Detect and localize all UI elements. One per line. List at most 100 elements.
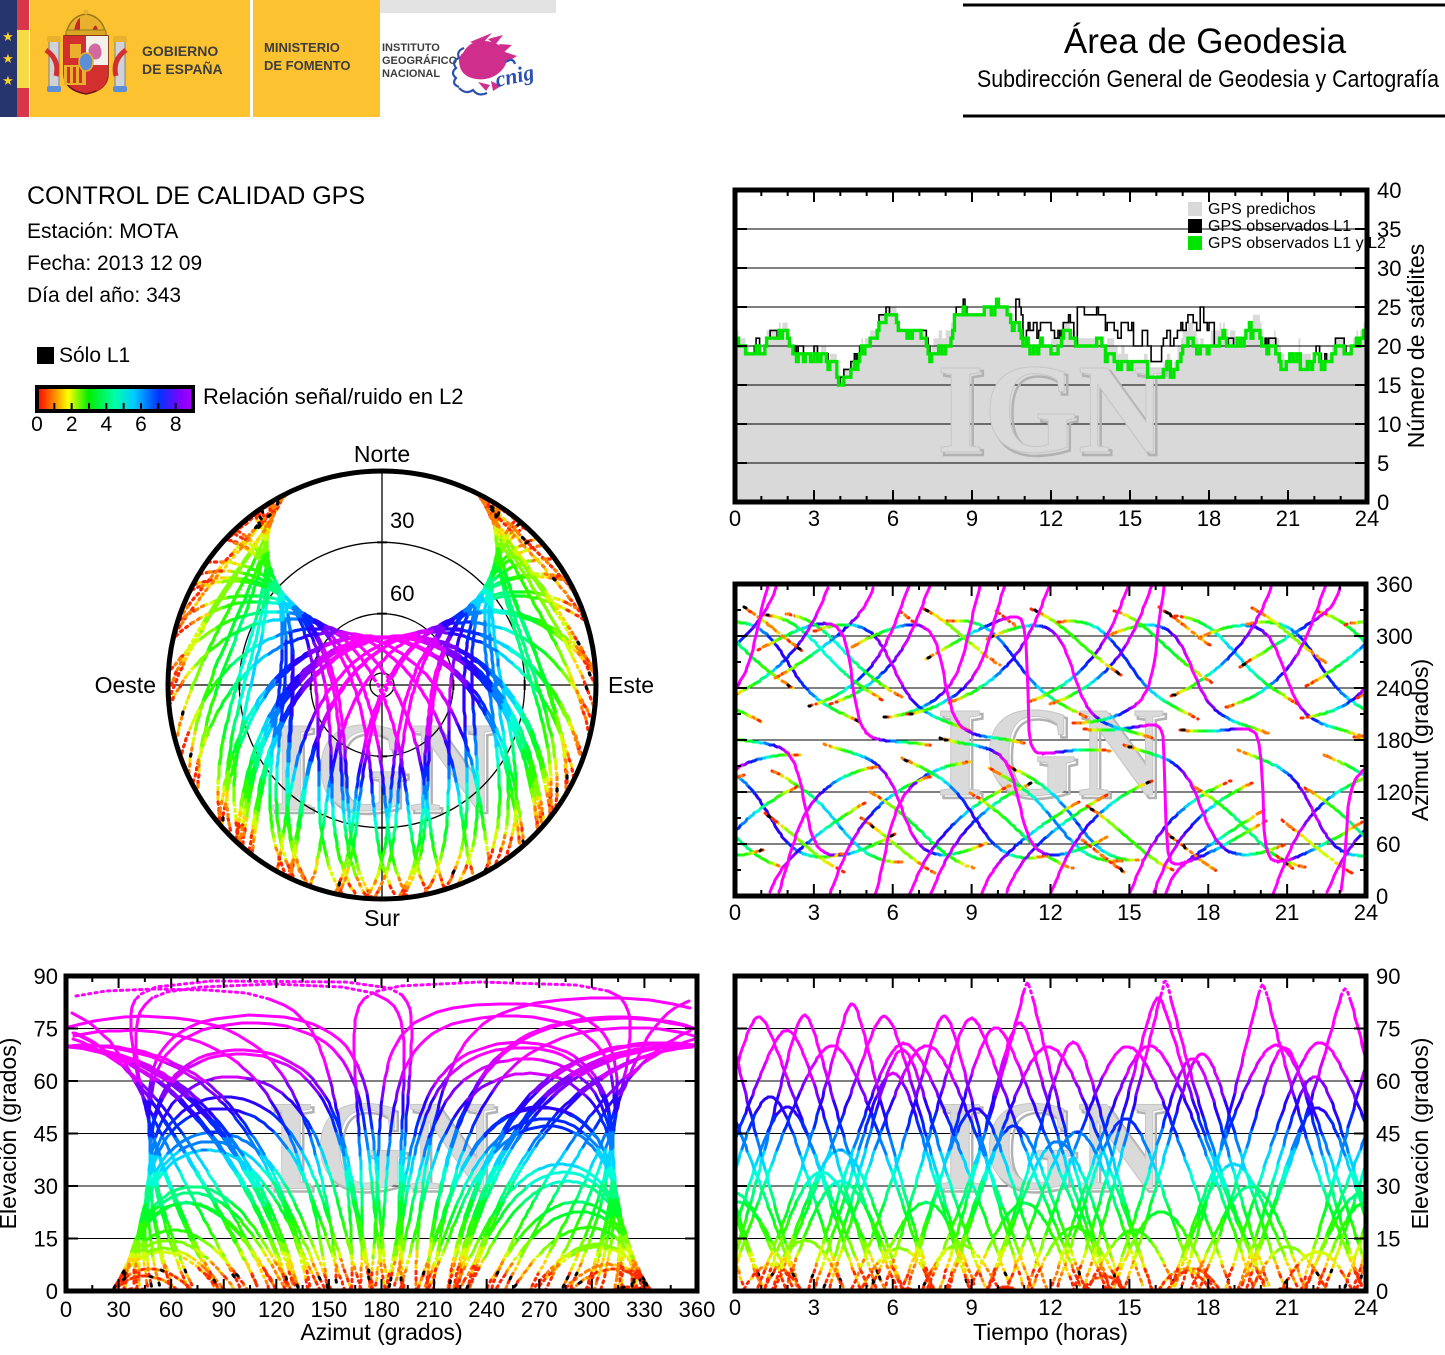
svg-text:10: 10 xyxy=(1377,412,1401,437)
svg-text:25: 25 xyxy=(1377,295,1401,320)
svg-text:75: 75 xyxy=(1376,1017,1400,1042)
svg-text:Oeste: Oeste xyxy=(95,672,156,698)
svg-text:Subdirección General de Geodes: Subdirección General de Geodesia y Carto… xyxy=(977,66,1440,93)
svg-text:GPS predichos: GPS predichos xyxy=(1208,201,1316,218)
svg-text:DE ESPAÑA: DE ESPAÑA xyxy=(142,60,223,77)
svg-text:Fecha: 2013 12 09: Fecha: 2013 12 09 xyxy=(27,252,202,275)
svg-text:Elevación (grados): Elevación (grados) xyxy=(1407,1038,1433,1230)
svg-text:0: 0 xyxy=(1377,490,1389,515)
svg-text:Elevación (grados): Elevación (grados) xyxy=(0,1038,21,1230)
svg-text:Norte: Norte xyxy=(354,441,410,467)
svg-text:3: 3 xyxy=(808,506,820,531)
svg-text:75: 75 xyxy=(34,1017,58,1042)
svg-text:3: 3 xyxy=(808,1295,820,1320)
svg-text:GPS observados L1 y L2: GPS observados L1 y L2 xyxy=(1208,235,1386,252)
svg-text:2: 2 xyxy=(66,413,78,436)
svg-text:21: 21 xyxy=(1275,900,1299,925)
svg-text:30: 30 xyxy=(390,508,414,533)
svg-text:9: 9 xyxy=(966,900,978,925)
svg-text:Este: Este xyxy=(608,672,654,698)
svg-text:30: 30 xyxy=(1377,256,1401,281)
svg-text:24: 24 xyxy=(1354,1295,1378,1320)
svg-text:330: 330 xyxy=(626,1297,663,1322)
svg-text:15: 15 xyxy=(1117,1295,1141,1320)
svg-text:45: 45 xyxy=(1376,1122,1400,1147)
svg-text:0: 0 xyxy=(729,506,741,531)
svg-text:IGN: IGN xyxy=(937,338,1165,480)
svg-text:24: 24 xyxy=(1355,506,1379,531)
svg-text:0: 0 xyxy=(46,1279,58,1304)
svg-text:Azimut (grados): Azimut (grados) xyxy=(300,1319,462,1345)
svg-text:360: 360 xyxy=(679,1297,716,1322)
svg-text:Área de Geodesia: Área de Geodesia xyxy=(1064,22,1347,61)
svg-text:20: 20 xyxy=(1377,334,1401,359)
svg-text:12: 12 xyxy=(1038,1295,1062,1320)
svg-text:30: 30 xyxy=(34,1174,58,1199)
svg-text:12: 12 xyxy=(1039,506,1063,531)
svg-text:★: ★ xyxy=(2,51,14,66)
svg-text:0: 0 xyxy=(729,1295,741,1320)
svg-text:0: 0 xyxy=(1376,1279,1388,1304)
svg-text:90: 90 xyxy=(212,1297,236,1322)
svg-text:30: 30 xyxy=(106,1297,130,1322)
svg-text:60: 60 xyxy=(1376,832,1400,857)
svg-text:21: 21 xyxy=(1276,506,1300,531)
svg-text:240: 240 xyxy=(468,1297,505,1322)
svg-text:★: ★ xyxy=(2,73,14,88)
svg-text:45: 45 xyxy=(34,1122,58,1147)
svg-text:180: 180 xyxy=(363,1297,400,1322)
svg-text:60: 60 xyxy=(34,1069,58,1094)
svg-text:18: 18 xyxy=(1196,900,1220,925)
svg-text:18: 18 xyxy=(1197,506,1221,531)
svg-text:21: 21 xyxy=(1275,1295,1299,1320)
svg-text:Relación señal/ruido en L2: Relación señal/ruido en L2 xyxy=(203,384,464,409)
svg-text:150: 150 xyxy=(311,1297,348,1322)
svg-text:90: 90 xyxy=(34,964,58,989)
svg-text:MINISTERIO: MINISTERIO xyxy=(264,40,340,55)
svg-text:300: 300 xyxy=(1376,624,1413,649)
svg-text:0: 0 xyxy=(60,1297,72,1322)
svg-text:Estación: MOTA: Estación: MOTA xyxy=(27,220,178,243)
svg-text:15: 15 xyxy=(1117,900,1141,925)
svg-text:30: 30 xyxy=(1376,1174,1400,1199)
svg-text:60: 60 xyxy=(390,581,414,606)
svg-text:CONTROL DE CALIDAD GPS: CONTROL DE CALIDAD GPS xyxy=(27,182,365,210)
svg-text:15: 15 xyxy=(1376,1227,1400,1252)
svg-text:Sur: Sur xyxy=(364,905,400,931)
svg-text:3: 3 xyxy=(808,900,820,925)
svg-text:9: 9 xyxy=(966,506,978,531)
svg-text:Azimut (grados): Azimut (grados) xyxy=(1407,659,1433,821)
svg-text:60: 60 xyxy=(1376,1069,1400,1094)
svg-text:24: 24 xyxy=(1354,900,1378,925)
svg-text:6: 6 xyxy=(887,1295,899,1320)
svg-text:Sólo L1: Sólo L1 xyxy=(59,344,130,367)
svg-text:0: 0 xyxy=(1376,884,1388,909)
svg-text:120: 120 xyxy=(258,1297,295,1322)
svg-text:5: 5 xyxy=(1377,451,1389,476)
svg-text:60: 60 xyxy=(159,1297,183,1322)
svg-text:18: 18 xyxy=(1196,1295,1220,1320)
svg-text:9: 9 xyxy=(966,1295,978,1320)
svg-text:6: 6 xyxy=(887,900,899,925)
svg-text:6: 6 xyxy=(135,413,147,436)
svg-text:GPS observados L1: GPS observados L1 xyxy=(1208,218,1351,235)
svg-text:180: 180 xyxy=(1376,728,1413,753)
svg-text:6: 6 xyxy=(887,506,899,531)
svg-text:4: 4 xyxy=(100,413,112,436)
svg-text:210: 210 xyxy=(416,1297,453,1322)
svg-text:15: 15 xyxy=(1118,506,1142,531)
svg-text:35: 35 xyxy=(1377,217,1401,242)
svg-text:120: 120 xyxy=(1376,780,1413,805)
svg-text:240: 240 xyxy=(1376,676,1413,701)
svg-text:Número de satélites: Número de satélites xyxy=(1403,244,1429,449)
svg-text:Tiempo (horas): Tiempo (horas) xyxy=(973,1319,1128,1345)
svg-text:40: 40 xyxy=(1377,178,1401,203)
svg-text:DE FOMENTO: DE FOMENTO xyxy=(264,58,350,73)
svg-text:Día del año: 343: Día del año: 343 xyxy=(27,284,181,307)
svg-text:NACIONAL: NACIONAL xyxy=(382,68,440,80)
svg-text:8: 8 xyxy=(170,413,182,436)
svg-text:0: 0 xyxy=(31,413,43,436)
svg-text:INSTITUTO: INSTITUTO xyxy=(382,42,440,54)
svg-text:GEOGRÁFICO: GEOGRÁFICO xyxy=(382,54,458,67)
svg-text:360: 360 xyxy=(1376,572,1413,597)
